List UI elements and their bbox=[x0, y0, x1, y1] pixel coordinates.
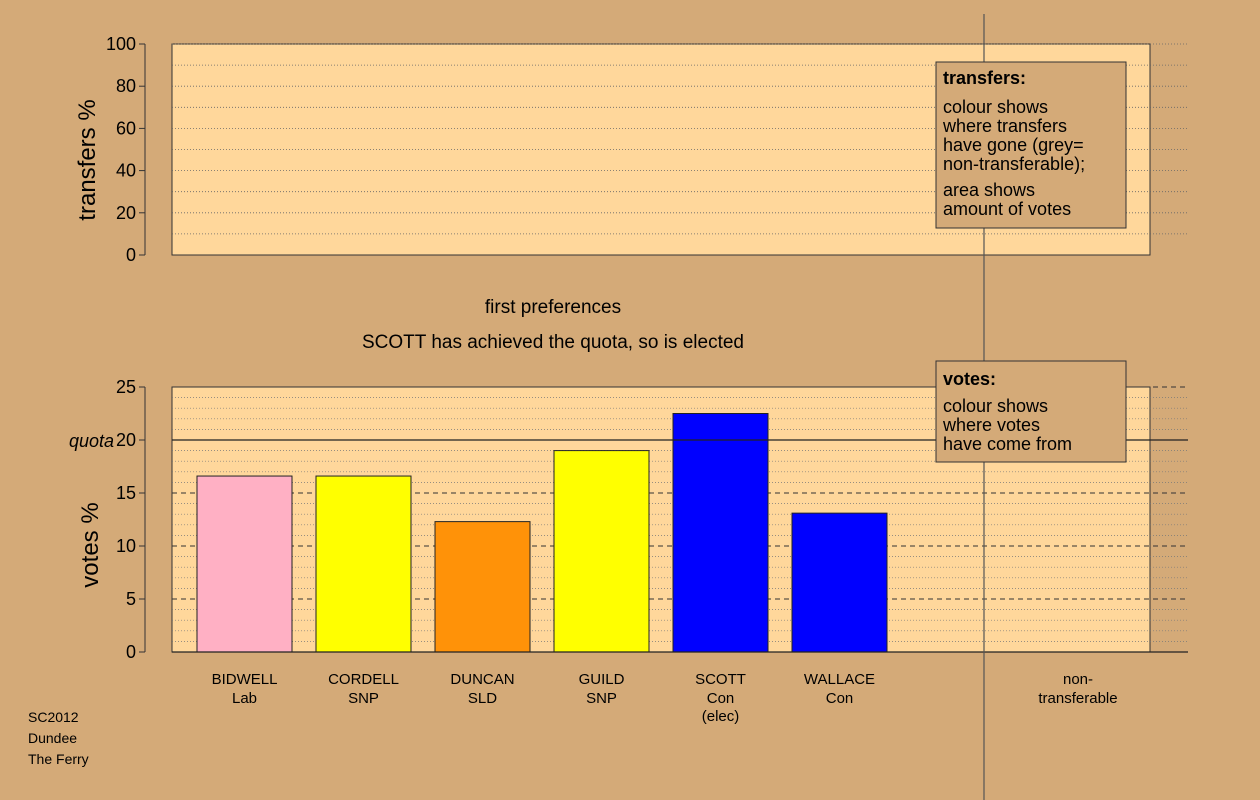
transfers-y-tick-label: 100 bbox=[106, 34, 136, 54]
transfers-legend-line: non-transferable); bbox=[943, 154, 1085, 174]
transfers-legend-line: area shows bbox=[943, 180, 1035, 200]
transfers-y-tick-label: 60 bbox=[116, 118, 136, 138]
transfers-legend-title: transfers: bbox=[943, 68, 1026, 88]
votes-legend: votes: colour shows where votes have com… bbox=[935, 360, 1127, 463]
transfers-legend: transfers: colour shows where transfers … bbox=[935, 61, 1127, 229]
candidate-name-label: BIDWELL bbox=[212, 671, 278, 688]
bar-bidwell bbox=[196, 475, 293, 653]
candidate-name-label: DUNCAN bbox=[450, 671, 514, 688]
transfers-legend-line: amount of votes bbox=[943, 199, 1071, 219]
candidate-name-label: CORDELL bbox=[328, 671, 399, 688]
transfers-legend-box bbox=[935, 61, 1127, 229]
candidate-name-label: GUILD bbox=[579, 671, 625, 688]
bar-guild bbox=[553, 450, 650, 653]
bar-wallace bbox=[791, 512, 888, 653]
votes-y-tick-label: 15 bbox=[116, 483, 136, 503]
votes-legend-line: colour shows bbox=[943, 396, 1048, 416]
transfers-legend-line: where transfers bbox=[942, 116, 1067, 136]
transfers-y-tick-label: 80 bbox=[116, 76, 136, 96]
candidate-name-label: WALLACE bbox=[804, 671, 875, 688]
candidate-party-label: SNP bbox=[586, 690, 617, 707]
non-transferable-label: non- bbox=[1063, 671, 1093, 688]
transfers-legend-line: colour shows bbox=[943, 97, 1048, 117]
candidate-name-label: SCOTT bbox=[695, 671, 746, 688]
footer-line: The Ferry bbox=[28, 751, 89, 767]
transfers-legend-line: have gone (grey= bbox=[943, 135, 1084, 155]
non-transferable-label: transferable bbox=[1038, 690, 1117, 707]
candidate-party-label: SNP bbox=[348, 690, 379, 707]
transfers-y-tick-label: 0 bbox=[126, 245, 136, 265]
stage-title: first preferences bbox=[485, 297, 621, 318]
votes-axis-title: votes % bbox=[77, 502, 104, 587]
bar-scott bbox=[672, 413, 769, 653]
votes-y-tick-label: 20 bbox=[116, 430, 136, 450]
votes-y-tick-label: 10 bbox=[116, 536, 136, 556]
bar-cordell bbox=[315, 475, 412, 653]
votes-legend-title: votes: bbox=[943, 369, 996, 389]
votes-y-tick-label: 25 bbox=[116, 377, 136, 397]
votes-legend-box bbox=[935, 360, 1127, 463]
votes-legend-line: have come from bbox=[943, 434, 1072, 454]
candidate-party-label: SLD bbox=[468, 690, 497, 707]
candidate-party-label: Con bbox=[826, 690, 854, 707]
transfers-y-tick-label: 40 bbox=[116, 161, 136, 181]
candidate-party-label: Con bbox=[707, 690, 735, 707]
transfers-y-tick-label: 20 bbox=[116, 203, 136, 223]
quota-label: quota bbox=[69, 431, 114, 451]
votes-y-tick-label: 0 bbox=[126, 642, 136, 662]
votes-y-tick-label: 5 bbox=[126, 589, 136, 609]
footer-line: SC2012 bbox=[28, 709, 79, 725]
bar-duncan bbox=[434, 521, 531, 653]
elected-message: SCOTT has achieved the quota, so is elec… bbox=[362, 332, 744, 353]
candidate-status-label: (elec) bbox=[702, 708, 740, 725]
transfers-axis-title: transfers % bbox=[74, 99, 101, 220]
candidate-party-label: Lab bbox=[232, 690, 257, 707]
votes-legend-line: where votes bbox=[942, 415, 1040, 435]
footer-line: Dundee bbox=[28, 730, 77, 746]
